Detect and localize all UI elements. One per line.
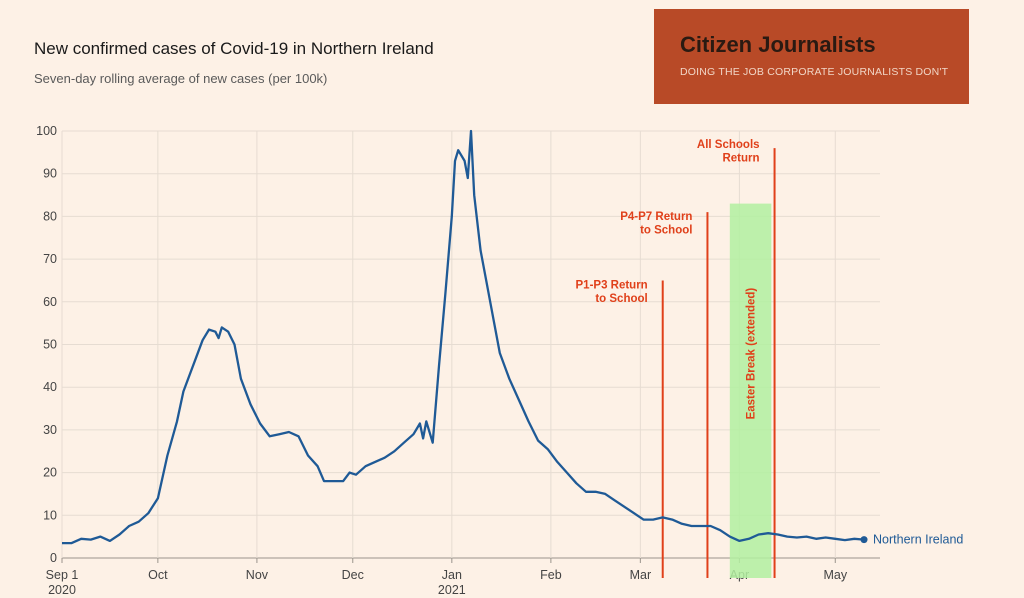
y-tick-label: 10	[43, 508, 57, 522]
banner-subtitle: DOING THE JOB CORPORATE JOURNALISTS DON'…	[680, 66, 949, 78]
x-tick-year-label: 2020	[48, 583, 76, 597]
school-return-annotation: Return	[722, 153, 759, 165]
y-tick-label: 30	[43, 423, 57, 437]
school-return-annotation: P1-P3 Return	[576, 279, 648, 291]
y-tick-label: 100	[36, 124, 57, 138]
x-tick-label: Feb	[540, 568, 562, 582]
x-tick-year-label: 2021	[438, 583, 466, 597]
y-tick-label: 60	[43, 295, 57, 309]
easter-break-label: Easter Break (extended)	[746, 288, 758, 420]
y-tick-label: 90	[43, 167, 57, 181]
citizen-journalists-banner: Citizen Journalists DOING THE JOB CORPOR…	[654, 9, 969, 104]
x-tick-label: Jan	[442, 568, 462, 582]
x-tick-label: Oct	[148, 568, 168, 582]
series-legend-label: Northern Ireland	[873, 533, 963, 547]
chart-title: New confirmed cases of Covid-19 in North…	[34, 39, 434, 58]
school-return-annotation: P4-P7 Return	[620, 211, 692, 223]
x-tick-label: Sep 1	[46, 568, 79, 582]
school-return-annotation: to School	[640, 225, 692, 237]
school-return-annotation: All Schools	[697, 139, 760, 151]
y-tick-label: 0	[50, 551, 57, 565]
y-tick-label: 70	[43, 252, 57, 266]
y-tick-label: 20	[43, 466, 57, 480]
banner-title: Citizen Journalists	[680, 32, 876, 57]
easter-break-band	[729, 203, 772, 578]
y-tick-label: 50	[43, 338, 57, 352]
x-tick-label: Dec	[342, 568, 364, 582]
northern-ireland-series-line	[62, 129, 865, 545]
y-tick-label: 80	[43, 209, 57, 223]
chart-subtitle: Seven-day rolling average of new cases (…	[34, 71, 328, 86]
x-tick-label: Nov	[246, 568, 269, 582]
series-end-point	[860, 536, 868, 544]
y-tick-label: 40	[43, 380, 57, 394]
x-tick-label: Mar	[630, 568, 652, 582]
x-tick-label: May	[823, 568, 847, 582]
school-return-annotation: to School	[595, 293, 647, 305]
